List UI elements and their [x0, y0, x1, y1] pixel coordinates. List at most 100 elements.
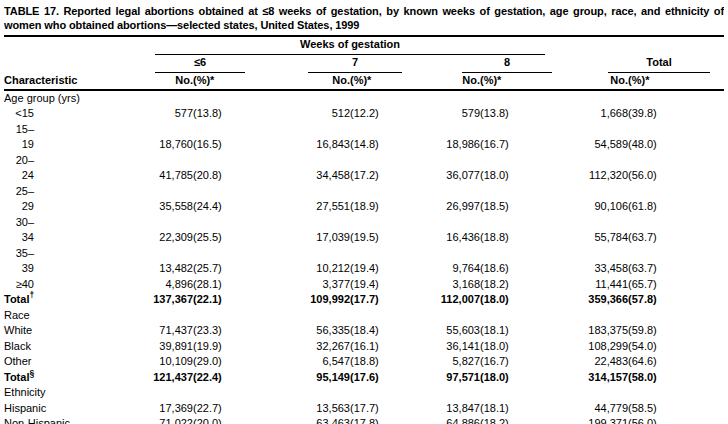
pct-cell: (17.6): [350, 370, 430, 386]
pct-cell: (48.0): [628, 122, 724, 153]
pct-cell: (63.7): [628, 215, 724, 246]
spanner-row: Weeks of gestation: [4, 37, 724, 55]
pct-cell: (23.3): [193, 323, 290, 339]
pct-cell: (18.2): [480, 416, 575, 424]
pct-header-8: (%)*: [480, 73, 575, 90]
table-header: Weeks of gestation ≤6 7 8 Total Characte…: [4, 37, 724, 90]
table-row: Total†137,367(22.1)109,992(17.7)112,007(…: [4, 292, 724, 308]
pct-cell: (16.7): [480, 354, 575, 370]
pct-cell: (56.0): [628, 153, 724, 184]
pct-cell: (22.4): [193, 370, 290, 386]
characteristic-header: Characteristic: [4, 73, 150, 90]
count-cell: 17,039: [290, 215, 350, 246]
count-cell: 44,779: [575, 401, 628, 417]
pct-cell: (17.7): [350, 292, 430, 308]
count-cell: 108,299: [575, 339, 628, 355]
count-cell: 10,109: [150, 354, 193, 370]
pct-cell: (25.5): [193, 215, 290, 246]
pct-cell: (13.8): [193, 106, 290, 122]
pct-cell: (58.0): [628, 370, 724, 386]
table-row: Non-Hispanic71,022(20.0)63,463(17.8)64,8…: [4, 416, 724, 424]
empty-cell: [4, 37, 150, 55]
pct-cell: (22.1): [193, 292, 290, 308]
table-row: Other10,109(29.0)6,547(18.8)5,827(16.7)2…: [4, 354, 724, 370]
count-cell: 13,563: [290, 401, 350, 417]
pct-cell: (18.0): [480, 292, 575, 308]
pct-cell: (19.4): [350, 246, 430, 277]
count-cell: 1,668: [575, 106, 628, 122]
pct-cell: (18.1): [480, 401, 575, 417]
count-cell: 36,141: [430, 339, 480, 355]
count-cell: 32,267: [290, 339, 350, 355]
pct-cell: (18.5): [480, 184, 575, 215]
pct-cell: (17.2): [350, 153, 430, 184]
count-cell: 5,827: [430, 354, 480, 370]
pct-cell: (59.8): [628, 323, 724, 339]
count-cell: 35,558: [150, 184, 193, 215]
count-cell: 26,997: [430, 184, 480, 215]
pct-cell: (18.9): [350, 184, 430, 215]
count-cell: 39,891: [150, 339, 193, 355]
count-cell: 11,441: [575, 277, 628, 293]
weeks-of-gestation-label: Weeks of gestation: [155, 37, 545, 55]
pct-cell: (14.8): [350, 122, 430, 153]
pct-cell: (16.5): [193, 122, 290, 153]
count-cell: 112,007: [430, 292, 480, 308]
pct-cell: (28.1): [193, 277, 290, 293]
count-cell: 109,992: [290, 292, 350, 308]
count-cell: 183,375: [575, 323, 628, 339]
table-row: ≥404,896(28.1)3,377(19.4)3,168(18.2)11,4…: [4, 277, 724, 293]
weeks-of-gestation-spanner: Weeks of gestation: [150, 37, 575, 55]
empty-cell: [575, 37, 724, 55]
pct-cell: (18.4): [350, 323, 430, 339]
table-row: White71,437(23.3)56,335(18.4)55,603(18.1…: [4, 323, 724, 339]
no-header-7: No.: [290, 73, 350, 90]
table-row: 25–2935,558(24.4)27,551(18.9)26,997(18.5…: [4, 184, 724, 215]
pct-cell: (29.0): [193, 354, 290, 370]
row-label: 25–29: [4, 184, 150, 215]
pct-cell: (63.7): [628, 246, 724, 277]
section-label: Race: [4, 308, 724, 324]
table-row: Black39,891(19.9)32,267(16.1)36,141(18.0…: [4, 339, 724, 355]
pct-cell: (17.7): [350, 401, 430, 417]
pct-cell: (18.1): [480, 323, 575, 339]
pct-cell: (16.7): [480, 122, 575, 153]
row-label: ≥40: [4, 277, 150, 293]
count-cell: 10,212: [290, 246, 350, 277]
count-cell: 22,483: [575, 354, 628, 370]
pct-header-lte6: (%)*: [193, 73, 290, 90]
empty-cell: [4, 55, 150, 74]
pct-cell: (18.6): [480, 246, 575, 277]
pct-cell: (20.0): [193, 416, 290, 424]
count-cell: 137,367: [150, 292, 193, 308]
table-body: Age group (yrs)<15577(13.8)512(12.2)579(…: [4, 90, 724, 424]
count-cell: 314,157: [575, 370, 628, 386]
table-row: 30–3422,309(25.5)17,039(19.5)16,436(18.8…: [4, 215, 724, 246]
row-label: 15–19: [4, 122, 150, 153]
count-cell: 27,551: [290, 184, 350, 215]
row-label: Black: [4, 339, 150, 355]
section-row: Race: [4, 308, 724, 324]
pct-cell: (25.7): [193, 246, 290, 277]
pct-cell: (18.8): [350, 354, 430, 370]
footnote-ref: †: [29, 290, 34, 300]
count-cell: 71,022: [150, 416, 193, 424]
pct-cell: (22.7): [193, 401, 290, 417]
count-cell: 34,458: [290, 153, 350, 184]
pct-cell: (20.8): [193, 153, 290, 184]
pct-cell: (64.6): [628, 354, 724, 370]
count-cell: 4,896: [150, 277, 193, 293]
pct-cell: (57.8): [628, 292, 724, 308]
count-cell: 54,589: [575, 122, 628, 153]
pct-cell: (13.8): [480, 106, 575, 122]
row-label: <15: [4, 106, 150, 122]
report-page: TABLE 17. Reported legal abortions obtai…: [0, 0, 728, 424]
abortions-gestation-table: Weeks of gestation ≤6 7 8 Total Characte…: [4, 37, 724, 424]
row-label: 20–24: [4, 153, 150, 184]
pct-header-7: (%)*: [350, 73, 430, 90]
count-cell: 121,437: [150, 370, 193, 386]
section-row: Ethnicity: [4, 385, 724, 401]
table-row: Total§121,437(22.4)95,149(17.6)97,571(18…: [4, 370, 724, 386]
row-label: Total†: [4, 292, 150, 308]
count-cell: 18,760: [150, 122, 193, 153]
